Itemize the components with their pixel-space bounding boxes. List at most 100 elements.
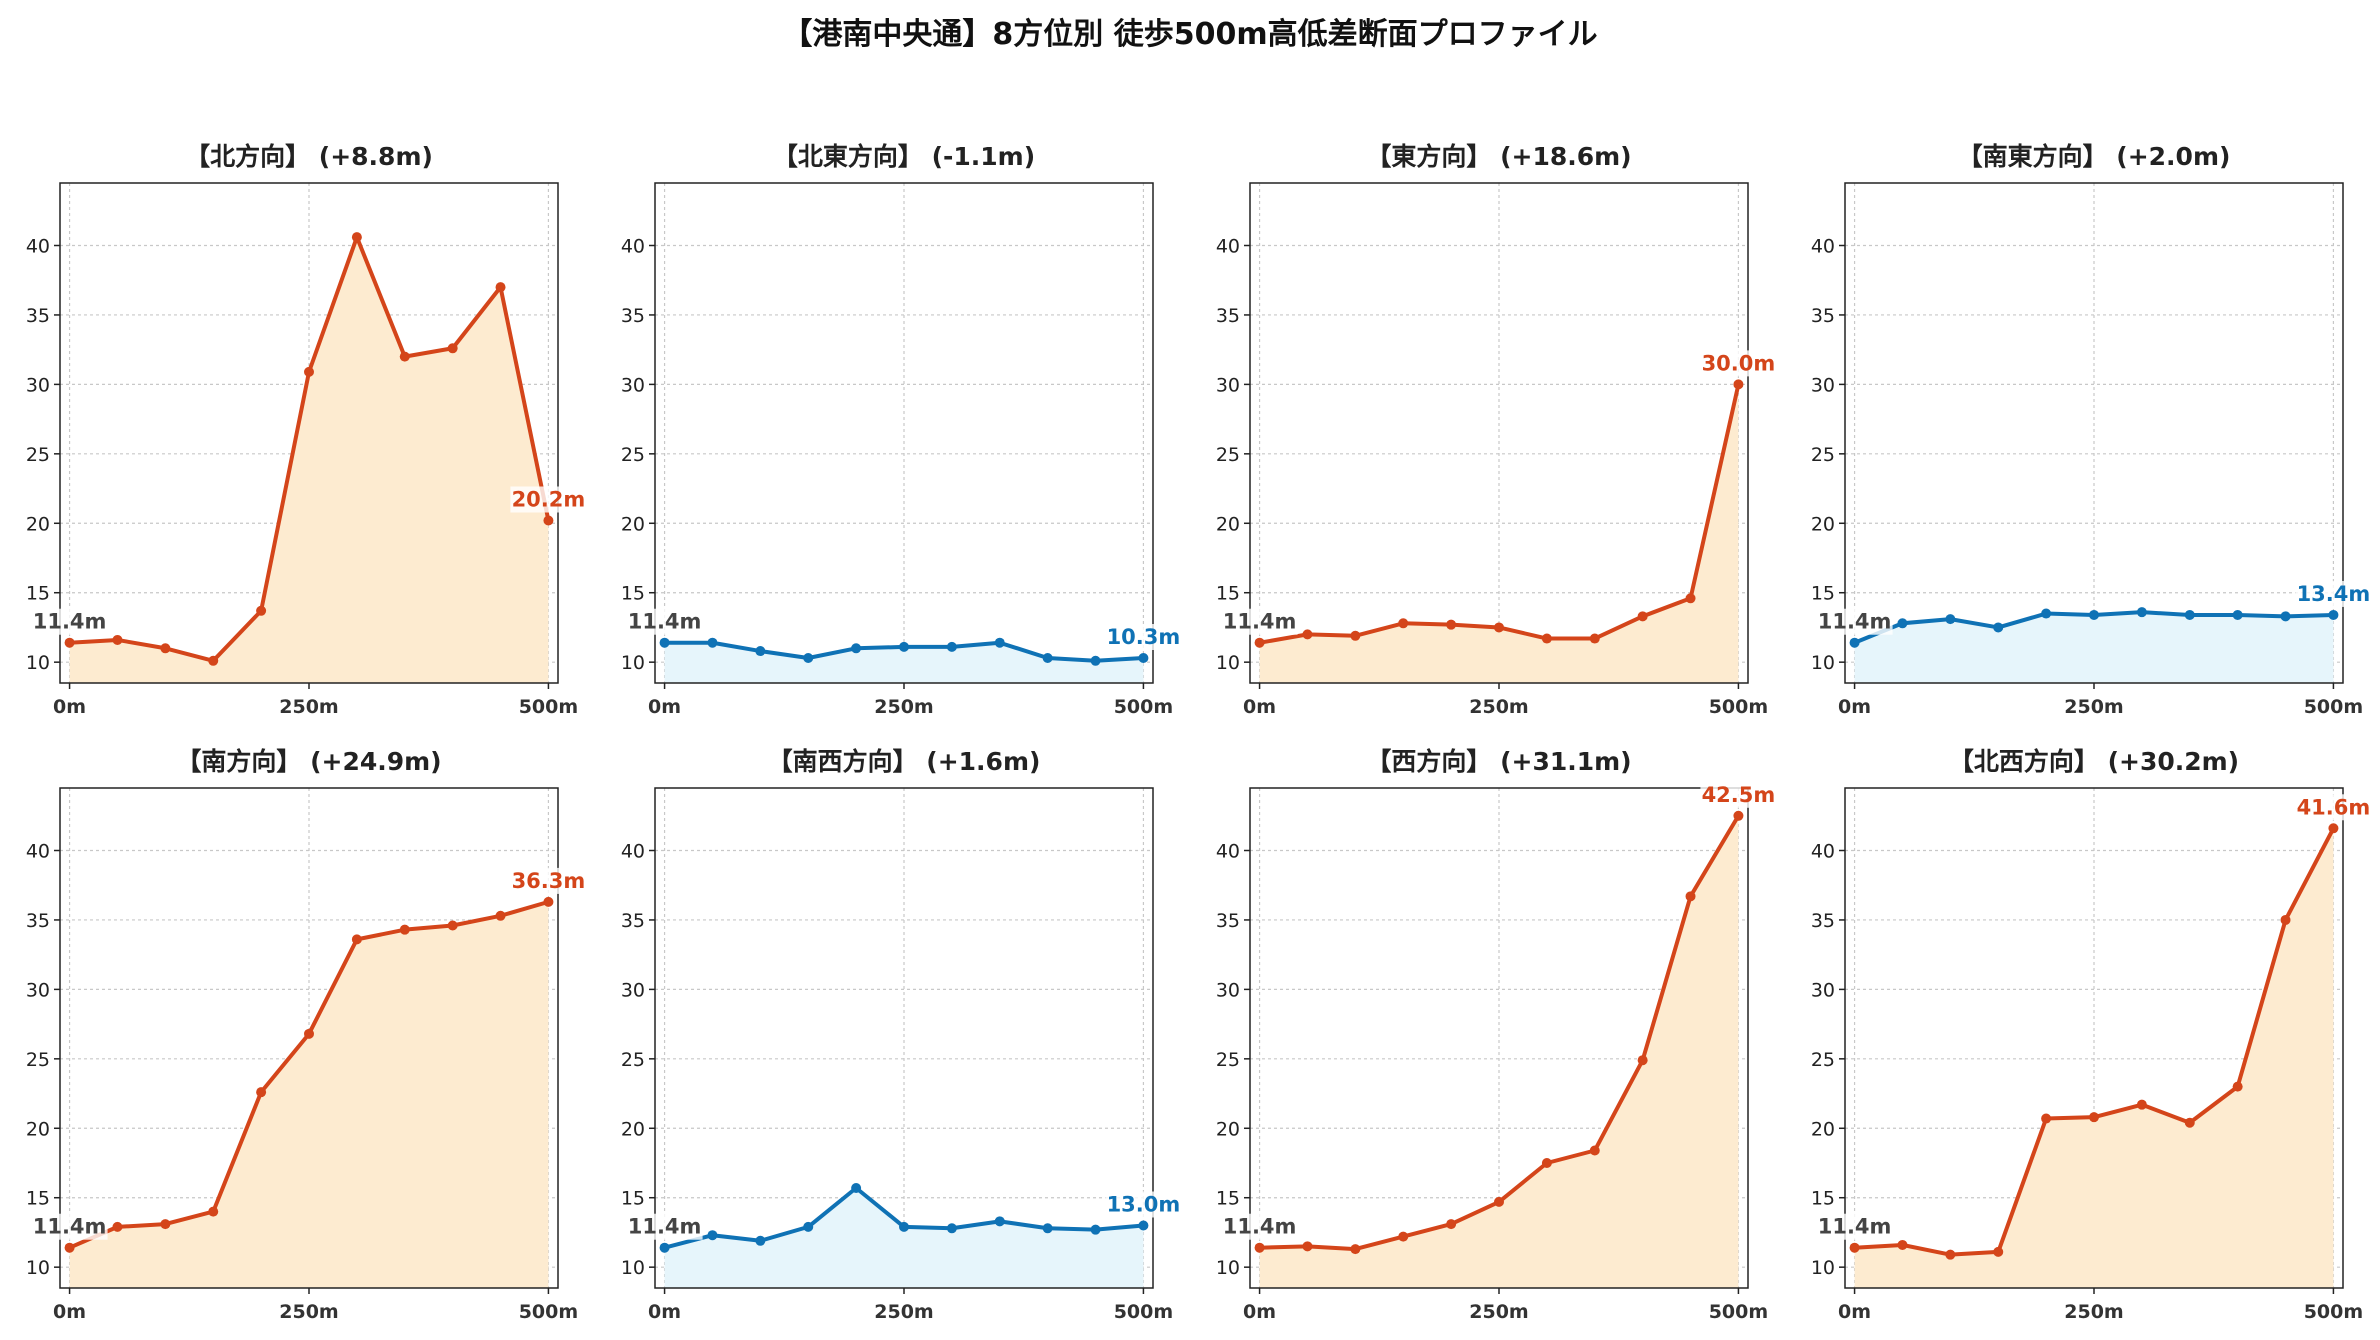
y-tick-label: 25: [1811, 444, 1835, 466]
end-label-bg: [510, 486, 587, 513]
data-point: [351, 232, 362, 243]
y-tick-label: 35: [1216, 305, 1240, 327]
data-point: [1637, 1055, 1648, 1066]
data-point: [1446, 1219, 1457, 1230]
start-elevation-label: 11.4m: [1223, 1215, 1297, 1239]
x-tick-label: 500m: [1114, 696, 1173, 718]
y-tick-label: 35: [621, 910, 645, 932]
data-point: [64, 1242, 75, 1253]
y-tick-label: 35: [26, 910, 50, 932]
x-tick-label: 500m: [2304, 696, 2363, 718]
data-point: [707, 637, 718, 648]
data-point: [2184, 1117, 2195, 1128]
data-point: [1090, 1224, 1101, 1235]
end-elevation-label: 13.4m: [2297, 582, 2371, 606]
y-tick-label: 30: [1811, 374, 1835, 396]
data-point: [755, 1235, 766, 1246]
data-point: [304, 1028, 314, 1039]
y-tick-label: 10: [26, 1257, 50, 1279]
y-tick-label: 40: [1811, 236, 1835, 258]
data-point: [1302, 629, 1313, 640]
data-point: [1042, 1223, 1053, 1234]
data-point: [899, 641, 909, 652]
y-tick-label: 25: [621, 1049, 645, 1071]
data-point: [112, 1221, 123, 1232]
end-label-bg: [1700, 781, 1777, 808]
start-label-bg: [626, 608, 703, 635]
data-point: [160, 643, 171, 654]
data-point: [543, 515, 554, 526]
data-point: [1254, 637, 1265, 648]
data-point: [946, 641, 957, 652]
y-tick-label: 30: [621, 979, 645, 1001]
x-tick-label: 0m: [1243, 1301, 1276, 1323]
subplot-5: 【南西方向】 (+1.6m) 10 15 20 25 30 35 40 0m 250m 500m 11…: [621, 747, 1182, 1323]
start-label-bg: [31, 608, 108, 635]
end-elevation-label: 36.3m: [512, 869, 586, 893]
data-point: [1042, 653, 1053, 663]
x-tick-label: 500m: [1114, 1301, 1173, 1323]
data-point: [851, 643, 862, 654]
data-point: [755, 646, 766, 657]
x-tick-label: 0m: [648, 1301, 681, 1323]
data-point: [399, 351, 410, 362]
y-tick-label: 40: [26, 236, 50, 258]
y-tick-label: 25: [1811, 1049, 1835, 1071]
y-tick-label: 10: [621, 1257, 645, 1279]
y-tick-label: 20: [1811, 1118, 1835, 1140]
y-tick-label: 10: [1216, 652, 1240, 674]
x-tick-label: 250m: [279, 696, 338, 718]
data-point: [2232, 609, 2243, 620]
end-label-bg: [510, 867, 587, 894]
area-fill: [1259, 815, 1739, 1288]
data-point: [208, 655, 219, 666]
data-point: [1350, 630, 1361, 641]
data-point: [1637, 611, 1648, 622]
y-tick-label: 10: [1216, 1257, 1240, 1279]
data-point: [2089, 1112, 2099, 1123]
data-point: [304, 366, 314, 377]
y-tick-label: 40: [1216, 236, 1240, 258]
y-tick-label: 30: [621, 374, 645, 396]
data-point: [1254, 1242, 1265, 1253]
y-tick-label: 25: [1216, 1049, 1240, 1071]
y-tick-label: 15: [1216, 583, 1240, 605]
data-point: [160, 1219, 171, 1230]
start-label-bg: [1816, 1213, 1893, 1240]
x-tick-label: 250m: [279, 1301, 338, 1323]
data-point: [1494, 1196, 1504, 1207]
y-tick-label: 20: [1216, 513, 1240, 535]
data-point: [2232, 1081, 2243, 1092]
y-tick-label: 25: [621, 444, 645, 466]
y-tick-label: 20: [621, 1118, 645, 1140]
y-tick-label: 10: [621, 652, 645, 674]
start-label-bg: [31, 1213, 108, 1240]
data-point: [1733, 810, 1744, 821]
data-point: [1398, 618, 1409, 629]
data-point: [1849, 637, 1860, 648]
data-point: [2136, 1099, 2147, 1110]
start-elevation-label: 11.4m: [1223, 610, 1297, 634]
data-point: [1733, 379, 1744, 390]
y-tick-label: 30: [1811, 979, 1835, 1001]
y-tick-label: 35: [1811, 910, 1835, 932]
y-tick-label: 35: [1216, 910, 1240, 932]
end-elevation-label: 30.0m: [1702, 351, 1776, 375]
subplot-title: 【北東方向】 (-1.1m): [773, 142, 1035, 171]
y-tick-label: 20: [1216, 1118, 1240, 1140]
end-label-bg: [2295, 794, 2372, 821]
y-tick-label: 30: [1216, 979, 1240, 1001]
y-tick-label: 15: [26, 1188, 50, 1210]
data-point: [2041, 1113, 2052, 1124]
data-point: [112, 634, 123, 645]
data-point: [256, 605, 267, 616]
data-point: [2280, 914, 2291, 925]
x-tick-label: 500m: [519, 1301, 578, 1323]
data-point: [64, 637, 75, 648]
data-point: [1897, 1239, 1908, 1250]
x-tick-label: 250m: [1469, 696, 1528, 718]
data-point: [994, 1216, 1005, 1227]
data-point: [543, 896, 554, 907]
data-point: [1589, 1145, 1600, 1156]
